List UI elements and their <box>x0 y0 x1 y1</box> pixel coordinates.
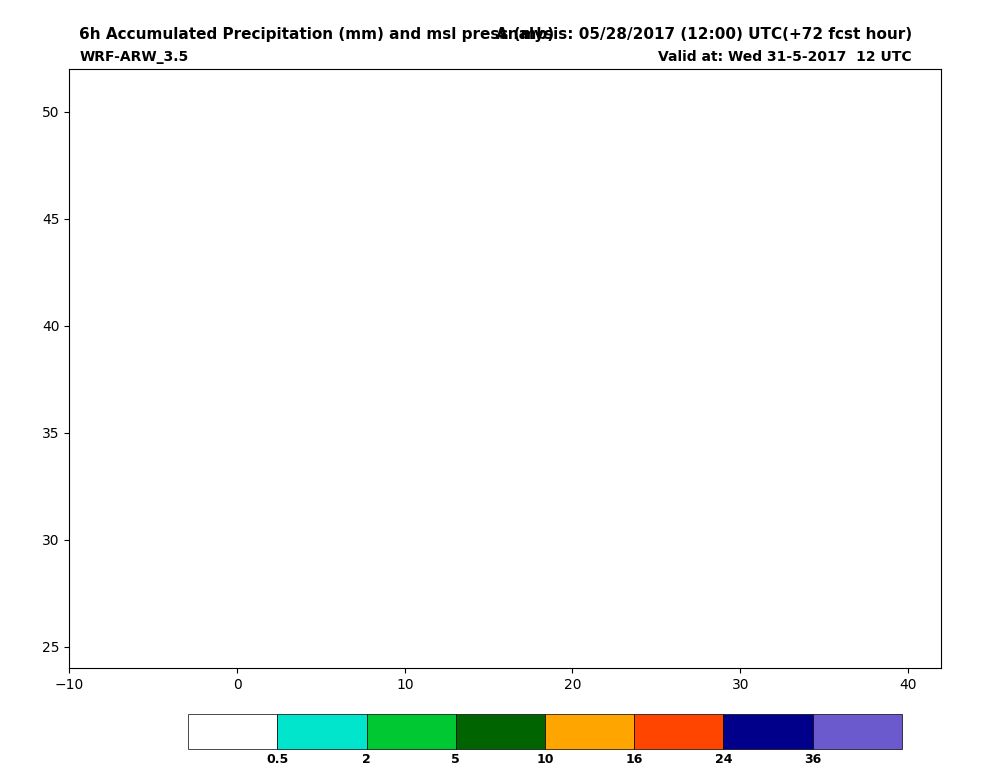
Text: 24: 24 <box>715 753 732 766</box>
Text: 0.5: 0.5 <box>267 753 288 766</box>
Text: Analysis: 05/28/2017 (12:00) UTC(+72 fcst hour): Analysis: 05/28/2017 (12:00) UTC(+72 fcs… <box>496 27 912 42</box>
Text: 16: 16 <box>625 753 643 766</box>
Text: 2: 2 <box>363 753 371 766</box>
Text: Valid at: Wed 31-5-2017  12 UTC: Valid at: Wed 31-5-2017 12 UTC <box>658 50 912 64</box>
Text: WRF-ARW_3.5: WRF-ARW_3.5 <box>79 50 188 64</box>
Text: 36: 36 <box>804 753 822 766</box>
Text: 5: 5 <box>452 753 460 766</box>
Text: 6h Accumulated Precipitation (mm) and msl press (mb): 6h Accumulated Precipitation (mm) and ms… <box>79 27 554 42</box>
Text: 10: 10 <box>536 753 554 766</box>
